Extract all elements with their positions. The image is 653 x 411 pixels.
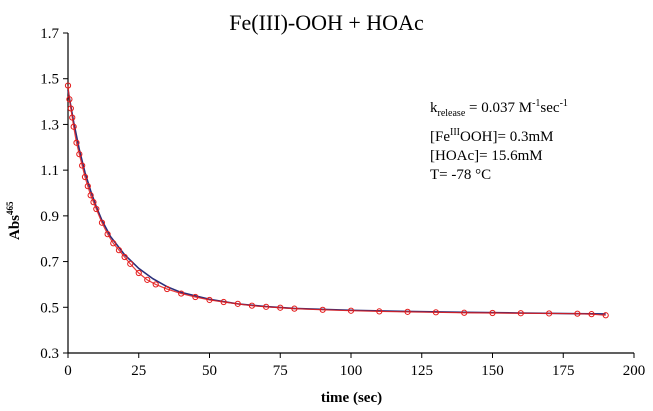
data-point-0-22 [163, 285, 171, 293]
data-point-0-12 [93, 205, 100, 213]
x-tick-label-2: 50 [202, 363, 217, 379]
k-prefix: k [430, 100, 438, 116]
x-tick-label-0: 0 [64, 363, 72, 379]
data-point-0-7 [79, 162, 86, 169]
data-point-0-35 [404, 308, 411, 315]
data-point-0-20 [144, 276, 151, 283]
fe-prefix: [Fe [430, 129, 450, 145]
y-tick-label-2: 0.7 [40, 255, 59, 271]
y-tick-label-6: 1.5 [40, 72, 59, 88]
data-point-0-0 [64, 82, 72, 89]
x-tick-label-5: 125 [411, 363, 434, 379]
data-point-0-43 [602, 312, 609, 319]
k-subscript: release [437, 108, 466, 119]
y-axis-label-superscript: 465 [5, 201, 15, 215]
data-point-0-9 [84, 183, 91, 190]
annotation-k-release: krelease = 0.037 M-1sec-1 [430, 94, 568, 123]
data-point-0-27 [234, 300, 241, 307]
k-unit: sec [540, 100, 560, 116]
data-point-0-1 [66, 96, 73, 103]
fe-superscript: III [450, 127, 460, 138]
x-tick-label-4: 100 [340, 363, 363, 379]
y-axis-label-text: Abs [7, 214, 23, 240]
data-point-0-31 [291, 305, 298, 312]
series-0-trace [67, 85, 606, 316]
annotation-temperature: T= -78 °C [430, 167, 492, 183]
k-sup1: -1 [532, 98, 541, 109]
y-tick-label-1: 0.5 [40, 300, 59, 316]
data-point-0-16 [115, 247, 123, 254]
data-point-0-26 [220, 298, 227, 306]
data-point-0-19 [135, 269, 142, 277]
data-point-0-18 [127, 260, 134, 267]
data-point-0-33 [347, 307, 355, 314]
data-point-0-4 [70, 123, 77, 130]
rate-annotation: krelease = 0.037 M-1sec-1 [FeIIIOOH]= 0.… [430, 94, 568, 185]
data-point-0-41 [574, 310, 581, 317]
data-point-0-29 [263, 303, 270, 310]
data-point-0-23 [178, 290, 185, 297]
data-point-0-36 [432, 309, 439, 316]
data-point-0-32 [319, 306, 326, 313]
data-point-0-28 [248, 302, 256, 309]
k-sup2: -1 [559, 98, 568, 109]
fe-suffix: OOH]= 0.3mM [460, 129, 554, 145]
chart-title: Fe(III)-OOH + HOAc [229, 10, 424, 35]
x-tick-label-7: 175 [552, 363, 575, 379]
data-point-0-17 [121, 253, 128, 261]
annotation-fe-concentration: [FeIIIOOH]= 0.3mM [430, 123, 568, 147]
data-point-0-21 [152, 281, 159, 288]
data-point-0-39 [517, 310, 524, 317]
y-axis-label: Abs465 [5, 201, 24, 240]
data-point-0-34 [376, 308, 383, 315]
data-point-0-8 [81, 173, 89, 181]
data-point-0-37 [461, 309, 468, 316]
data-point-0-30 [277, 304, 284, 311]
data-point-0-24 [192, 293, 199, 301]
x-tick-label-6: 150 [481, 363, 504, 379]
y-tick-label-3: 0.9 [40, 209, 59, 225]
data-point-0-11 [90, 199, 97, 206]
y-tick-label-0: 0.3 [40, 346, 59, 362]
y-tick-label-5: 1.3 [40, 117, 59, 133]
k-mid: = 0.037 M [469, 100, 533, 116]
data-point-0-3 [69, 114, 76, 121]
x-axis-label: time (sec) [320, 390, 383, 406]
data-point-0-2 [67, 105, 74, 112]
data-point-0-40 [546, 310, 553, 317]
data-point-0-13 [98, 219, 106, 226]
data-point-0-42 [588, 311, 595, 318]
data-point-0-38 [489, 309, 496, 317]
x-tick-label-8: 200 [623, 363, 646, 379]
data-point-0-14 [104, 231, 111, 238]
data-point-0-5 [73, 139, 80, 146]
data-point-0-6 [76, 151, 83, 158]
data-point-0-10 [87, 192, 94, 199]
data-point-0-15 [110, 240, 117, 247]
x-tick-label-3: 75 [273, 363, 288, 379]
x-tick-label-1: 25 [131, 363, 146, 379]
y-tick-label-4: 1.1 [40, 163, 59, 179]
y-tick-label-7: 1.7 [40, 26, 59, 42]
data-point-0-25 [206, 296, 213, 304]
annotation-hoac-concentration: [HOAc]= 15.6mM [430, 148, 543, 164]
